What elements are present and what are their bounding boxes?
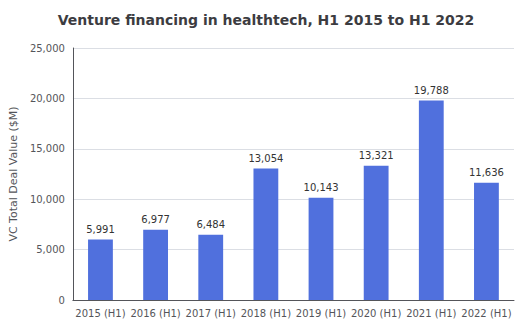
svg-text:2019 (H1): 2019 (H1) [296,308,346,319]
svg-text:Venture financing in healthtec: Venture financing in healthtech, H1 2015… [58,12,475,28]
svg-text:2020 (H1): 2020 (H1) [351,308,401,319]
svg-text:2022 (H1): 2022 (H1) [461,308,511,319]
svg-text:19,788: 19,788 [414,85,449,96]
svg-text:13,054: 13,054 [248,153,283,164]
svg-text:5,991: 5,991 [86,224,115,235]
svg-text:6,484: 6,484 [196,219,225,230]
svg-text:2016 (H1): 2016 (H1) [130,308,180,319]
svg-text:20,000: 20,000 [30,93,65,104]
svg-text:15,000: 15,000 [30,143,65,154]
svg-text:2015 (H1): 2015 (H1) [75,308,125,319]
svg-text:11,636: 11,636 [469,167,504,178]
svg-text:5,000: 5,000 [36,244,65,255]
svg-text:13,321: 13,321 [359,150,394,161]
svg-text:2018 (H1): 2018 (H1) [241,308,291,319]
svg-text:2017 (H1): 2017 (H1) [186,308,236,319]
svg-text:10,000: 10,000 [30,194,65,205]
svg-text:VC Total Deal Value ($M): VC Total Deal Value ($M) [7,106,20,241]
svg-text:0: 0 [59,295,65,306]
svg-text:25,000: 25,000 [30,43,65,54]
svg-text:10,143: 10,143 [304,182,339,193]
svg-text:6,977: 6,977 [141,214,170,225]
svg-text:2021 (H1): 2021 (H1) [406,308,456,319]
